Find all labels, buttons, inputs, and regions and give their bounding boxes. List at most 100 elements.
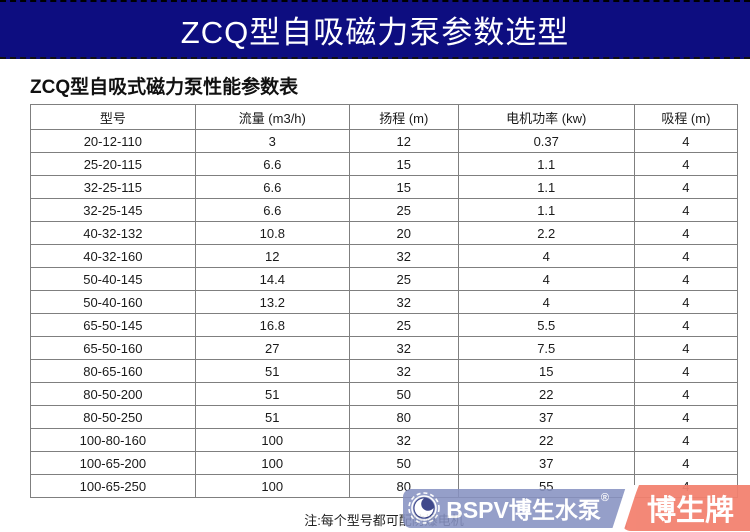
table-row: 65-50-145 16.8 25 5.5 4 — [30, 313, 739, 337]
table-cell: 51 — [194, 405, 350, 429]
table-cell: 27 — [194, 336, 350, 360]
table-cell: 20-12-110 — [30, 129, 196, 153]
table-cell: 32-25-115 — [30, 175, 196, 199]
table-cell: 51 — [194, 382, 350, 406]
table-cell: 32-25-145 — [30, 198, 196, 222]
table-cell: 80-50-250 — [30, 405, 196, 429]
table-cell: 37 — [457, 451, 635, 475]
table-cell: 15 — [348, 175, 459, 199]
table-cell: 4 — [633, 428, 739, 452]
table-cell: 7.5 — [457, 336, 635, 360]
table-cell: 32 — [348, 428, 459, 452]
table-cell: 4 — [633, 313, 739, 337]
table-cell: 40-32-160 — [30, 244, 196, 268]
table-cell: 65-50-160 — [30, 336, 196, 360]
table-cell: 10.8 — [194, 221, 350, 245]
bspv-brand-text: BSPV博生水泵 — [446, 497, 601, 523]
table-cell: 15 — [348, 152, 459, 176]
table-title: ZCQ型自吸式磁力泵性能参数表 — [30, 77, 299, 98]
table-row: 20-12-110 3 12 0.37 4 — [30, 129, 739, 153]
bspv-logo-right: 博生牌 — [620, 485, 750, 531]
table-cell: 50 — [348, 382, 459, 406]
table-cell: 4 — [633, 152, 739, 176]
table-cell: 4 — [457, 290, 635, 314]
table-cell: 4 — [633, 244, 739, 268]
column-header: 扬程 (m) — [348, 104, 459, 130]
table-cell: 100-80-160 — [30, 428, 196, 452]
table-cell: 50-40-145 — [30, 267, 196, 291]
table-cell: 3 — [194, 129, 350, 153]
table-cell: 100-65-200 — [30, 451, 196, 475]
pump-swirl-icon — [408, 492, 441, 524]
table-cell: 4 — [633, 129, 739, 153]
table-cell: 20 — [348, 221, 459, 245]
bspv-logo-left: BSPV博生水泵 ® — [403, 488, 627, 528]
table-cell: 4 — [633, 221, 739, 245]
table-cell: 6.6 — [194, 198, 350, 222]
table-cell: 0.37 — [457, 129, 635, 153]
table-cell: 80-65-160 — [30, 359, 196, 383]
table-cell: 4 — [633, 267, 739, 291]
table-cell: 80 — [348, 405, 459, 429]
table-cell: 2.2 — [457, 221, 635, 245]
table-row: 65-50-160 27 32 7.5 4 — [30, 336, 739, 360]
table-row: 40-32-132 10.8 20 2.2 4 — [30, 221, 739, 245]
table-row: 50-40-145 14.4 25 4 4 — [30, 267, 739, 291]
table-row: 80-50-250 51 80 37 4 — [30, 405, 739, 429]
table-cell: 51 — [194, 359, 350, 383]
table-cell: 100 — [194, 428, 350, 452]
table-cell: 1.1 — [457, 198, 635, 222]
table-cell: 25-20-115 — [30, 152, 196, 176]
table-cell: 4 — [633, 336, 739, 360]
page-title: ZCQ型自吸磁力泵参数选型 — [180, 15, 570, 50]
table-cell: 4 — [633, 359, 739, 383]
table-cell: 1.1 — [457, 152, 635, 176]
table-row: 40-32-160 12 32 4 4 — [30, 244, 739, 268]
table-cell: 6.6 — [194, 152, 350, 176]
table-cell: 4 — [457, 244, 635, 268]
table-row: 32-25-115 6.6 15 1.1 4 — [30, 175, 739, 199]
table-cell: 37 — [457, 405, 635, 429]
table-row: 100-80-160 100 32 22 4 — [30, 428, 739, 452]
table-cell: 4 — [633, 175, 739, 199]
table-cell: 12 — [348, 129, 459, 153]
page-banner: ZCQ型自吸磁力泵参数选型 — [0, 0, 750, 59]
table-cell: 40-32-132 — [30, 221, 196, 245]
table-cell: 13.2 — [194, 290, 350, 314]
table-row: 100-65-200 100 50 37 4 — [30, 451, 739, 475]
table-cell: 22 — [457, 428, 635, 452]
registered-mark: ® — [600, 492, 609, 504]
table-cell: 4 — [457, 267, 635, 291]
table-cell: 4 — [633, 405, 739, 429]
table-row: 25-20-115 6.6 15 1.1 4 — [30, 152, 739, 176]
table-cell: 25 — [348, 267, 459, 291]
column-header: 型号 — [30, 104, 196, 130]
table-cell: 50-40-160 — [30, 290, 196, 314]
table-cell: 5.5 — [457, 313, 635, 337]
table-cell: 25 — [348, 313, 459, 337]
content-area: ZCQ型自吸式磁力泵性能参数表 型号 流量 (m3/h) 扬程 (m) 电机功率 (k… — [0, 72, 750, 529]
brand-badge-text: 博生牌 — [646, 495, 734, 527]
table-row: 80-50-200 51 50 22 4 — [30, 382, 739, 406]
column-header: 吸程 (m) — [633, 104, 739, 130]
table-cell: 12 — [194, 244, 350, 268]
table-cell: 32 — [348, 359, 459, 383]
table-cell: 6.6 — [194, 175, 350, 199]
table-header-row: 型号 流量 (m3/h) 扬程 (m) 电机功率 (kw) 吸程 (m) — [30, 104, 739, 130]
table-row: 32-25-145 6.6 25 1.1 4 — [30, 198, 739, 222]
table-cell: 100-65-250 — [30, 474, 196, 498]
table-cell: 32 — [348, 336, 459, 360]
bspv-logo: BSPV博生水泵 ® 博生牌 — [403, 485, 750, 531]
table-cell: 15 — [457, 359, 635, 383]
table-cell: 22 — [457, 382, 635, 406]
table-cell: 14.4 — [194, 267, 350, 291]
table-cell: 4 — [633, 290, 739, 314]
table-cell: 16.8 — [194, 313, 350, 337]
table-cell: 50 — [348, 451, 459, 475]
table-row: 50-40-160 13.2 32 4 4 — [30, 290, 739, 314]
table-cell: 1.1 — [457, 175, 635, 199]
table-cell: 32 — [348, 290, 459, 314]
table-cell: 4 — [633, 382, 739, 406]
table-cell: 80-50-200 — [30, 382, 196, 406]
